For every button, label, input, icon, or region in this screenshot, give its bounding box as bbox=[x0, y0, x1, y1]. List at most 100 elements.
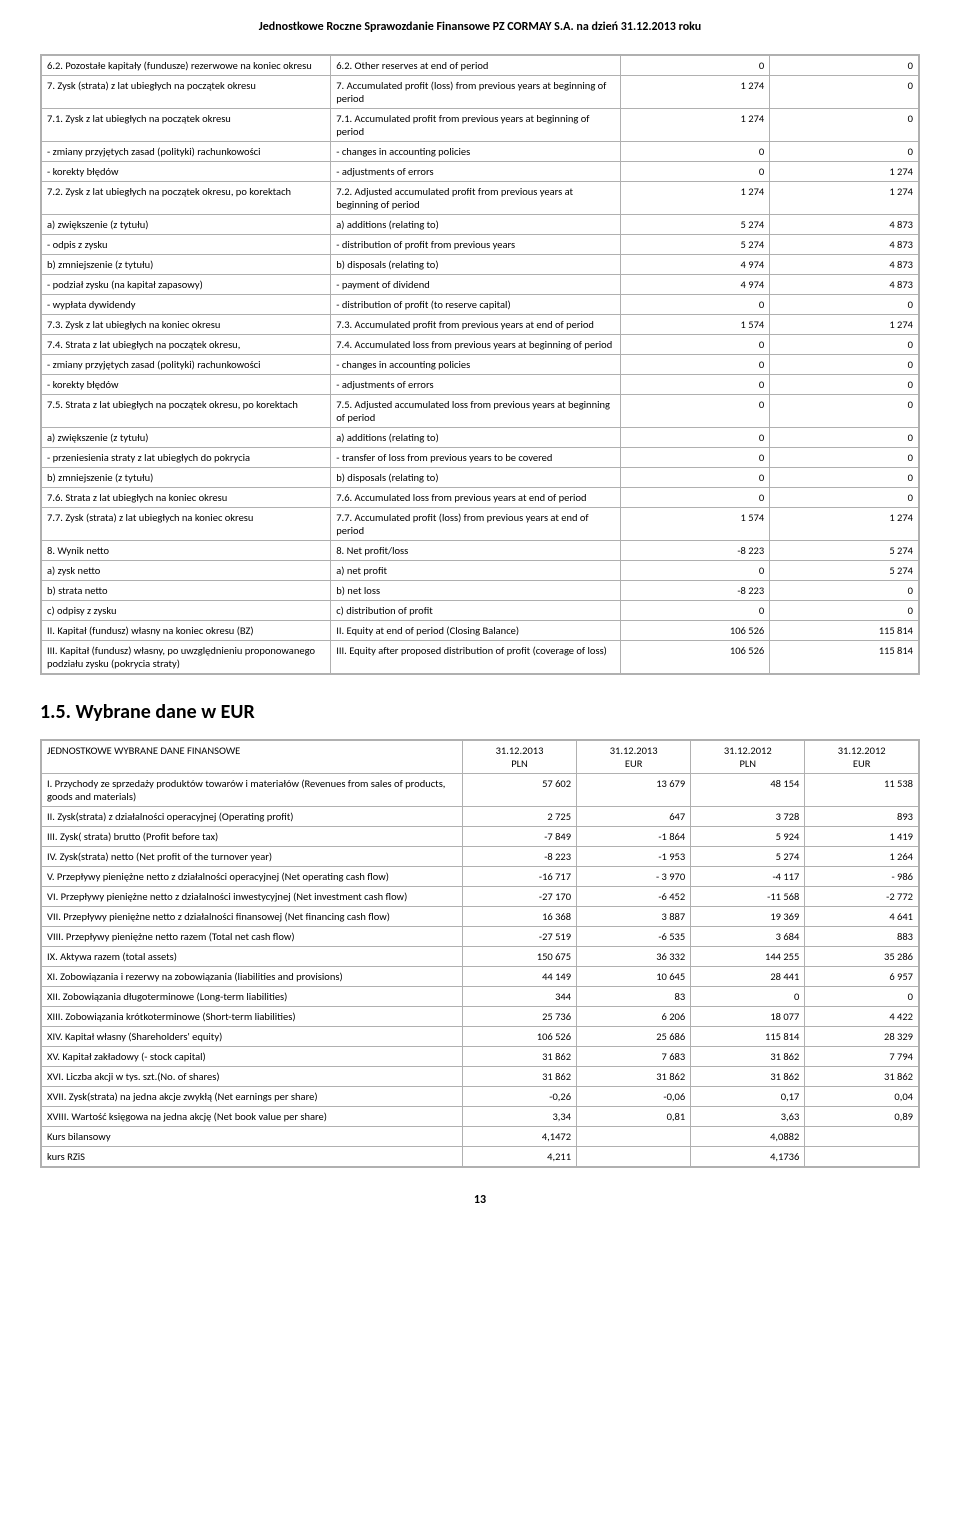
cell-pl: - korekty błędów bbox=[41, 375, 331, 395]
cell-v1: 106 526 bbox=[620, 621, 769, 641]
cell-pl: a) zysk netto bbox=[41, 561, 331, 581]
cell-v1: 0 bbox=[620, 55, 769, 76]
cell-v2: 0 bbox=[770, 428, 919, 448]
cell-v2: 0 bbox=[770, 55, 919, 76]
cell-en: 7.1. Accumulated profit from previous ye… bbox=[331, 109, 621, 142]
cell-c4: 4 422 bbox=[805, 1007, 919, 1027]
cell-v2: 0 bbox=[770, 142, 919, 162]
equity-table: 6.2. Pozostałe kapitały (fundusze) rezer… bbox=[40, 54, 920, 675]
cell-v2: 0 bbox=[770, 76, 919, 109]
cell-c2: 7 683 bbox=[577, 1047, 691, 1067]
cell-v1: 0 bbox=[620, 428, 769, 448]
cell-label: VI. Przepływy pieniężne netto z działaln… bbox=[41, 887, 462, 907]
cell-c4: 0,89 bbox=[805, 1107, 919, 1127]
selected-data-eur-table: JEDNOSTKOWE WYBRANE DANE FINANSOWE 31.12… bbox=[40, 739, 920, 1168]
cell-en: a) net profit bbox=[331, 561, 621, 581]
cell-pl: - zmiany przyjętych zasad (polityki) rac… bbox=[41, 355, 331, 375]
table-row: c) odpisy z zyskuc) distribution of prof… bbox=[41, 601, 919, 621]
cell-pl: b) strata netto bbox=[41, 581, 331, 601]
cell-v2: 4 873 bbox=[770, 255, 919, 275]
cell-label: V. Przepływy pieniężne netto z działalno… bbox=[41, 867, 462, 887]
cell-c3: 0,17 bbox=[691, 1087, 805, 1107]
cell-c4 bbox=[805, 1147, 919, 1168]
cell-en: b) net loss bbox=[331, 581, 621, 601]
page-number: 13 bbox=[40, 1193, 920, 1207]
cell-v1: 1 574 bbox=[620, 508, 769, 541]
cell-label: XII. Zobowiązania długoterminowe (Long-t… bbox=[41, 987, 462, 1007]
cell-v2: 4 873 bbox=[770, 275, 919, 295]
cell-c2: 0,81 bbox=[577, 1107, 691, 1127]
cell-pl: 7.5. Strata z lat ubiegłych na początek … bbox=[41, 395, 331, 428]
cell-v2: 0 bbox=[770, 375, 919, 395]
cell-v1: -8 223 bbox=[620, 541, 769, 561]
cell-v1: 1 274 bbox=[620, 182, 769, 215]
table-row: 7.4. Strata z lat ubiegłych na początek … bbox=[41, 335, 919, 355]
cell-v2: 0 bbox=[770, 335, 919, 355]
cell-label: Kurs bilansowy bbox=[41, 1127, 462, 1147]
table-row: - wypłata dywidendy- distribution of pro… bbox=[41, 295, 919, 315]
cell-v1: 0 bbox=[620, 488, 769, 508]
cell-c2: -0,06 bbox=[577, 1087, 691, 1107]
cell-c1: -7 849 bbox=[462, 827, 576, 847]
cell-pl: - zmiany przyjętych zasad (polityki) rac… bbox=[41, 142, 331, 162]
table-row: II. Zysk(strata) z działalności operacyj… bbox=[41, 807, 919, 827]
cell-en: - transfer of loss from previous years t… bbox=[331, 448, 621, 468]
cell-c2 bbox=[577, 1147, 691, 1168]
cell-v1: 4 974 bbox=[620, 275, 769, 295]
cell-v2: 0 bbox=[770, 109, 919, 142]
table-row: a) zwiększenie (z tytułu)a) additions (r… bbox=[41, 428, 919, 448]
cell-c3: 5 274 bbox=[691, 847, 805, 867]
t2-h3: 31.12.2012PLN bbox=[691, 740, 805, 774]
cell-c3: 5 924 bbox=[691, 827, 805, 847]
table-row: IX. Aktywa razem (total assets)150 67536… bbox=[41, 947, 919, 967]
cell-en: b) disposals (relating to) bbox=[331, 468, 621, 488]
cell-label: XI. Zobowiązania i rezerwy na zobowiązan… bbox=[41, 967, 462, 987]
cell-label: III. Zysk( strata) brutto (Profit before… bbox=[41, 827, 462, 847]
table-row: XII. Zobowiązania długoterminowe (Long-t… bbox=[41, 987, 919, 1007]
cell-en: 6.2. Other reserves at end of period bbox=[331, 55, 621, 76]
cell-v1: 4 974 bbox=[620, 255, 769, 275]
table-row: - odpis z zysku- distribution of profit … bbox=[41, 235, 919, 255]
cell-c2: -1 864 bbox=[577, 827, 691, 847]
cell-v1: 0 bbox=[620, 561, 769, 581]
cell-label: IV. Zysk(strata) netto (Net profit of th… bbox=[41, 847, 462, 867]
table-row: b) zmniejszenie (z tytułu)b) disposals (… bbox=[41, 255, 919, 275]
cell-c2 bbox=[577, 1127, 691, 1147]
cell-en: c) distribution of profit bbox=[331, 601, 621, 621]
cell-en: - adjustments of errors bbox=[331, 375, 621, 395]
cell-c4: 1 264 bbox=[805, 847, 919, 867]
cell-c1: 16 368 bbox=[462, 907, 576, 927]
cell-label: XVIII. Wartość księgowa na jedna akcję (… bbox=[41, 1107, 462, 1127]
cell-v1: 0 bbox=[620, 142, 769, 162]
t2-h2: 31.12.2013EUR bbox=[577, 740, 691, 774]
table-row: - korekty błędów- adjustments of errors 0… bbox=[41, 375, 919, 395]
cell-v1: -8 223 bbox=[620, 581, 769, 601]
cell-c2: 25 686 bbox=[577, 1027, 691, 1047]
cell-v2: 0 bbox=[770, 395, 919, 428]
cell-v1: 0 bbox=[620, 448, 769, 468]
table-row: - korekty błędów- adjustments of errors0… bbox=[41, 162, 919, 182]
table-row: - podział zysku (na kapitał zapasowy)- p… bbox=[41, 275, 919, 295]
table-row: XVII. Zysk(strata) na jedna akcje zwykłą… bbox=[41, 1087, 919, 1107]
table-row: XIII. Zobowiązania krótkoterminowe (Shor… bbox=[41, 1007, 919, 1027]
table-row: 7.7. Zysk (strata) z lat ubiegłych na ko… bbox=[41, 508, 919, 541]
t2-header-label: JEDNOSTKOWE WYBRANE DANE FINANSOWE bbox=[41, 740, 462, 774]
cell-pl: 7.1. Zysk z lat ubiegłych na początek ok… bbox=[41, 109, 331, 142]
cell-v1: 5 274 bbox=[620, 235, 769, 255]
cell-c1: 31 862 bbox=[462, 1047, 576, 1067]
cell-v1: 0 bbox=[620, 601, 769, 621]
cell-c4: 28 329 bbox=[805, 1027, 919, 1047]
cell-c1: 3,34 bbox=[462, 1107, 576, 1127]
cell-c4: 0 bbox=[805, 987, 919, 1007]
cell-c4: - 986 bbox=[805, 867, 919, 887]
cell-v2: 1 274 bbox=[770, 182, 919, 215]
table-row: 7.1. Zysk z lat ubiegłych na początek ok… bbox=[41, 109, 919, 142]
cell-pl: 8. Wynik netto bbox=[41, 541, 331, 561]
cell-v2: 5 274 bbox=[770, 561, 919, 581]
cell-v1: 1 574 bbox=[620, 315, 769, 335]
cell-c2: 36 332 bbox=[577, 947, 691, 967]
cell-pl: 7.7. Zysk (strata) z lat ubiegłych na ko… bbox=[41, 508, 331, 541]
cell-pl: - odpis z zysku bbox=[41, 235, 331, 255]
cell-c1: 57 602 bbox=[462, 774, 576, 807]
cell-c4: -2 772 bbox=[805, 887, 919, 907]
